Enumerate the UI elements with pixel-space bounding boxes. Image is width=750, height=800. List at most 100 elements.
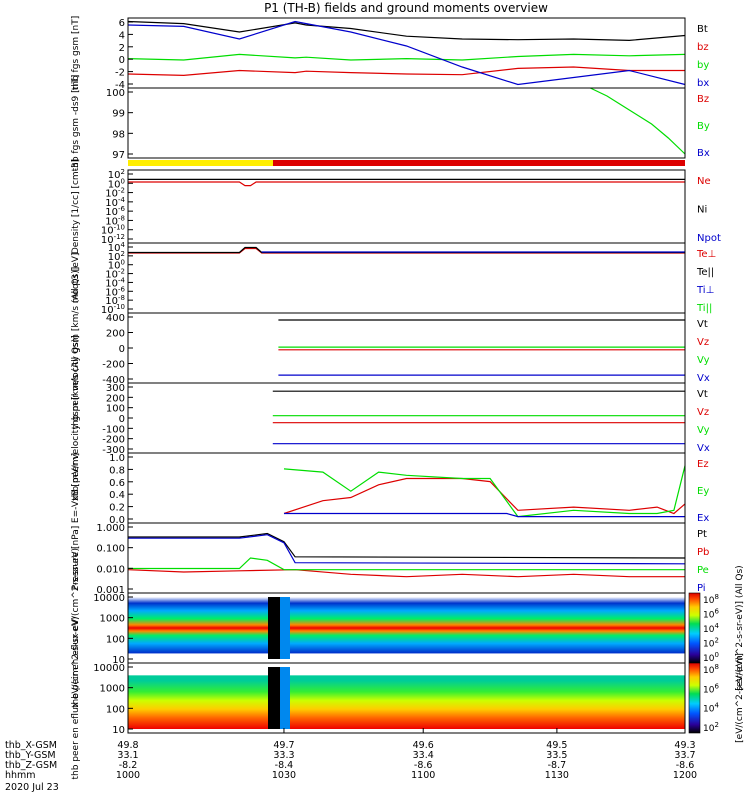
y-tick-label: 0.100 <box>96 544 125 555</box>
y-tick-label: -200 <box>102 435 125 446</box>
spectrogram-transition <box>280 597 290 659</box>
y-tick-label: 10-10 <box>101 303 125 316</box>
y-tick-label: 10-2 <box>105 187 125 200</box>
legend-Vt: Vt <box>697 389 708 400</box>
legend-Ey: Ey <box>697 486 709 497</box>
legend-Bx: Bx <box>697 148 710 159</box>
y-axis-label: thb fgs gsm [nT] <box>71 16 81 91</box>
legend-Ne: Ne <box>697 176 711 187</box>
y-tick-label: 0.010 <box>96 564 125 575</box>
y-tick-label: 10-4 <box>105 276 125 289</box>
panel-frame <box>127 662 686 734</box>
y-tick-label: 0.0 <box>109 515 125 526</box>
legend-Te⊥: Te⊥ <box>696 249 716 260</box>
legend-Ex: Ex <box>697 513 709 524</box>
panel-5: 400 200 0 -200 -400 thb peir velocity gsm [km… <box>71 267 710 430</box>
time-axis-value: 1200 <box>673 770 697 781</box>
spectrogram-gap <box>268 667 280 729</box>
legend-Ni: Ni <box>697 205 707 216</box>
series-line-Pi <box>128 534 686 565</box>
figure-title: P1 (TH-B) fields and ground moments over… <box>264 1 548 15</box>
y-tick-label: -100 <box>102 424 125 435</box>
y-tick-label: 10-12 <box>101 233 125 246</box>
series-line-Pe <box>128 557 685 571</box>
legend-Vx: Vx <box>697 373 710 384</box>
y-tick-label: 0.001 <box>96 585 125 596</box>
time-axis-value: 49.7 <box>273 740 294 751</box>
panel-1: 64 20 -2-4 thb fgs gsm [nT] Bt bz by bx <box>71 16 709 91</box>
series-line-By <box>590 87 686 155</box>
colorbar-label: [eV/(cm^2-s-sr-eV)] (All Qs) <box>735 565 745 690</box>
y-tick-label: 10 <box>112 725 125 736</box>
time-axis-value: 33.3 <box>273 750 294 761</box>
legend-Pb: Pb <box>697 547 709 558</box>
series-line-Bt <box>127 20 686 42</box>
y-tick-label: 10-2 <box>105 268 125 281</box>
y-tick-label: 1.000 <box>96 523 125 534</box>
time-axis-value: 49.3 <box>674 740 695 751</box>
y-tick-label: 200 <box>106 329 125 340</box>
legend-Vt: Vt <box>697 319 708 330</box>
y-tick-label: -4 <box>115 80 125 91</box>
y-tick-label: 1000 <box>100 614 125 625</box>
y-axis-label: Density [1/cc] [cm-3] <box>71 159 81 254</box>
panel-8: 1.000 0.100 0.010 0.001 Pressure [nPa] Pt Pb Pe… <box>71 522 709 596</box>
y-tick-label: 100 <box>106 404 125 415</box>
colorbar-gradient <box>688 592 701 664</box>
y-tick-label: 10-4 <box>105 196 125 209</box>
legend-Bt: Bt <box>697 24 708 35</box>
series-line-bz <box>127 66 685 77</box>
y-axis-label: thb peer en eflux eV/(cm^2-s-sr-eV) <box>71 616 81 779</box>
legend-Vx: Vx <box>697 443 710 454</box>
y-tick-label: 300 <box>106 383 125 394</box>
y-axis-label: thb peir velocity gsm [km/s (All Qs)] <box>71 267 81 430</box>
y-tick-label: 400 <box>106 313 125 324</box>
time-axis-value: -8.4 <box>275 760 294 771</box>
series-line-by <box>127 53 686 61</box>
legend-Vy: Vy <box>697 425 710 436</box>
y-axis-label: thb peir en eflux eV/(cm^2-s-sr-eV) <box>71 548 81 708</box>
panel-9: 10000 1000 100 10 thb peir en eflux eV/(cm^2… <box>71 548 686 708</box>
y-tick-label: 0.4 <box>109 490 125 501</box>
y-tick-label: 100 <box>108 177 125 190</box>
series-line-Ey <box>283 465 686 518</box>
y-tick-label: -400 <box>102 375 125 386</box>
colorbar-tick: 102 <box>703 637 719 650</box>
series-line-Pb <box>127 569 685 578</box>
time-axis-row-label: hhmm <box>5 770 36 781</box>
legend-Bz: Bz <box>697 94 709 105</box>
legend-By: By <box>697 121 710 132</box>
time-axis-value: 33.5 <box>546 750 567 761</box>
time-axis-value: 1000 <box>116 770 140 781</box>
y-axis-label: Pressure [nPa] <box>71 526 81 591</box>
series-line-Ex <box>284 512 685 518</box>
y-tick-label: 97 <box>112 150 125 161</box>
legend-Vz: Vz <box>697 337 709 348</box>
time-axis-value: 33.4 <box>413 750 434 761</box>
legend-Ti⊥: Ti⊥ <box>696 285 714 296</box>
y-axis-label: thb peer velocity gsm [km/s (All Qs)] <box>71 335 81 501</box>
y-tick-label: 10-10 <box>101 224 125 237</box>
time-axis-value: -8.6 <box>676 760 695 771</box>
colorbar-tick: 104 <box>703 702 719 715</box>
spectrogram <box>128 597 685 659</box>
y-tick-label: 102 <box>108 168 125 181</box>
time-axis-value: 1130 <box>545 770 569 781</box>
panel-10: 10000 1000 100 10 thb peer en eflux eV/(cm^2… <box>71 616 686 780</box>
colorbar-tick: 108 <box>703 593 719 606</box>
y-tick-label: 0 <box>119 344 125 355</box>
colorbar-tick: 102 <box>703 721 719 734</box>
spectrogram-transition <box>280 667 290 729</box>
y-axis-label: thb fgs gsm -ds9 [nT] <box>71 75 81 172</box>
panel-2: 100 99 98 97 thb fgs gsm -ds9 [nT] Bz By Bx <box>71 75 710 172</box>
panel-frame <box>127 169 686 244</box>
state-bar-red <box>273 160 685 166</box>
colorbar-tick: 104 <box>703 622 719 635</box>
time-axis-row-label: thb_Y-GSM <box>5 750 56 761</box>
legend-Pe: Pe <box>697 565 709 576</box>
spectrogram <box>128 667 685 729</box>
y-tick-label: 0 <box>119 414 125 425</box>
